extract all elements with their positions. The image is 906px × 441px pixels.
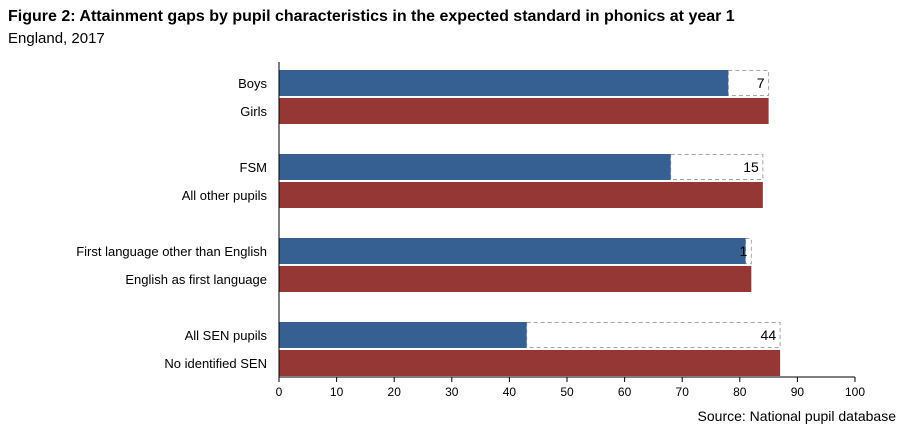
- chart-title: Figure 2: Attainment gaps by pupil chara…: [8, 8, 735, 25]
- bar-primary: [279, 70, 729, 96]
- gap-label: 7: [757, 75, 765, 91]
- category-label: No identified SEN: [164, 356, 267, 371]
- gap-label: 44: [761, 327, 777, 343]
- category-label: Girls: [240, 104, 267, 119]
- gap-box: [670, 154, 764, 180]
- gap-box: [526, 322, 781, 348]
- bar-comparison: [279, 182, 763, 208]
- bar-primary: [279, 322, 527, 348]
- x-tick-label: 80: [733, 385, 747, 399]
- x-tick-label: 0: [276, 385, 283, 399]
- gap-label: 15: [743, 159, 759, 175]
- category-label: English as first language: [125, 272, 267, 287]
- x-tick-label: 100: [845, 385, 865, 399]
- x-tick-label: 30: [445, 385, 459, 399]
- x-tick-label: 20: [388, 385, 402, 399]
- gap-label: 1: [740, 243, 748, 259]
- bar-primary: [279, 154, 671, 180]
- bar-primary: [279, 238, 746, 264]
- x-tick-label: 10: [330, 385, 344, 399]
- x-tick-label: 70: [676, 385, 690, 399]
- bar-comparison: [279, 266, 752, 292]
- category-label: All SEN pupils: [185, 328, 268, 343]
- gap-box: [727, 70, 770, 96]
- x-tick-label: 90: [791, 385, 805, 399]
- source-note: Source: National pupil database: [697, 408, 896, 424]
- x-tick-label: 40: [503, 385, 517, 399]
- category-label: FSM: [240, 160, 267, 175]
- category-label: All other pupils: [182, 188, 268, 203]
- chart-subtitle: England, 2017: [8, 30, 105, 47]
- category-label: Boys: [238, 76, 267, 91]
- bar-comparison: [279, 350, 781, 376]
- x-tick-label: 60: [618, 385, 632, 399]
- category-label: First language other than English: [76, 244, 267, 259]
- x-tick-label: 50: [560, 385, 574, 399]
- bar-comparison: [279, 98, 769, 124]
